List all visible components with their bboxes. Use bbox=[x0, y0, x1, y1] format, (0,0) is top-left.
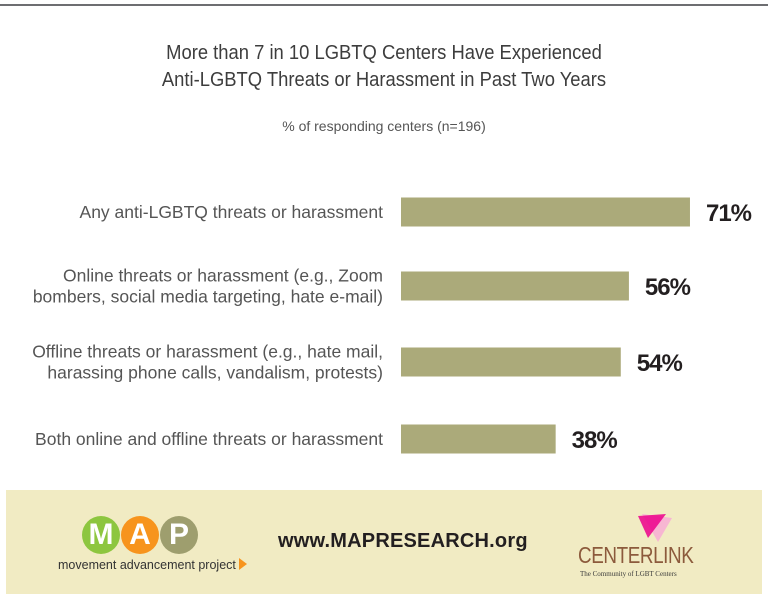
bar-row: Both online and offline threats or haras… bbox=[35, 424, 618, 454]
centerlink-flag-front bbox=[638, 514, 666, 538]
category-label-line: Online threats or harassment (e.g., Zoom bbox=[63, 266, 383, 286]
centerlink-name: CENTERLINK bbox=[578, 542, 694, 568]
bar bbox=[401, 424, 556, 454]
bar-chart: Any anti-LGBTQ threats or harassment 71% O… bbox=[32, 197, 753, 454]
category-label: Any anti-LGBTQ threats or harassment bbox=[80, 202, 384, 222]
play-arrow-icon bbox=[238, 558, 247, 570]
value-label: 38% bbox=[572, 427, 618, 454]
chart-title-line-1: More than 7 in 10 LGBTQ Centers Have Exp… bbox=[166, 42, 602, 64]
chart-title-line-2: Anti-LGBTQ Threats or Harassment in Past… bbox=[161, 69, 607, 91]
footer-banner: M A P movement advancement project www.M… bbox=[6, 490, 762, 594]
value-label: 56% bbox=[645, 274, 691, 301]
bar-row: Online threats or harassment (e.g., Zoom… bbox=[33, 266, 692, 307]
category-label-line: Both online and offline threats or haras… bbox=[35, 429, 383, 449]
website-url[interactable]: www.MAPRESEARCH.org bbox=[278, 530, 528, 552]
map-letter-p: P bbox=[160, 516, 198, 554]
centerlink-flag-icon bbox=[638, 514, 672, 542]
category-label: Online threats or harassment (e.g., Zoom… bbox=[33, 266, 383, 307]
centerlink-logo[interactable]: CENTERLINK The Community of LGBT Centers bbox=[578, 512, 694, 582]
category-label-line: Any anti-LGBTQ threats or harassment bbox=[80, 202, 384, 222]
top-divider bbox=[0, 4, 768, 6]
map-letter-a: A bbox=[121, 516, 159, 554]
category-label-line: bombers, social media targeting, hate e-… bbox=[33, 287, 383, 307]
bar-row: Offline threats or harassment (e.g., hat… bbox=[32, 342, 683, 383]
bar-row: Any anti-LGBTQ threats or harassment 71% bbox=[80, 197, 753, 227]
chart-title: More than 7 in 10 LGBTQ Centers Have Exp… bbox=[31, 40, 738, 94]
category-label: Offline threats or harassment (e.g., hat… bbox=[32, 342, 383, 383]
map-letter-m: M bbox=[82, 516, 120, 554]
centerlink-tagline: The Community of LGBT Centers bbox=[580, 570, 677, 578]
value-label: 71% bbox=[706, 200, 752, 227]
chart-subtitle: % of responding centers (n=196) bbox=[282, 118, 486, 134]
map-logo[interactable]: M A P movement advancement project bbox=[58, 516, 248, 576]
bar bbox=[401, 197, 690, 227]
map-tagline-text: movement advancement project bbox=[58, 558, 236, 572]
category-label: Both online and offline threats or haras… bbox=[35, 429, 383, 449]
value-label: 54% bbox=[637, 350, 683, 377]
category-label-line: harassing phone calls, vandalism, protes… bbox=[47, 363, 383, 383]
bar bbox=[401, 347, 621, 377]
category-label-line: Offline threats or harassment (e.g., hat… bbox=[32, 342, 383, 362]
bar bbox=[401, 271, 629, 301]
map-tagline: movement advancement project bbox=[58, 558, 247, 572]
